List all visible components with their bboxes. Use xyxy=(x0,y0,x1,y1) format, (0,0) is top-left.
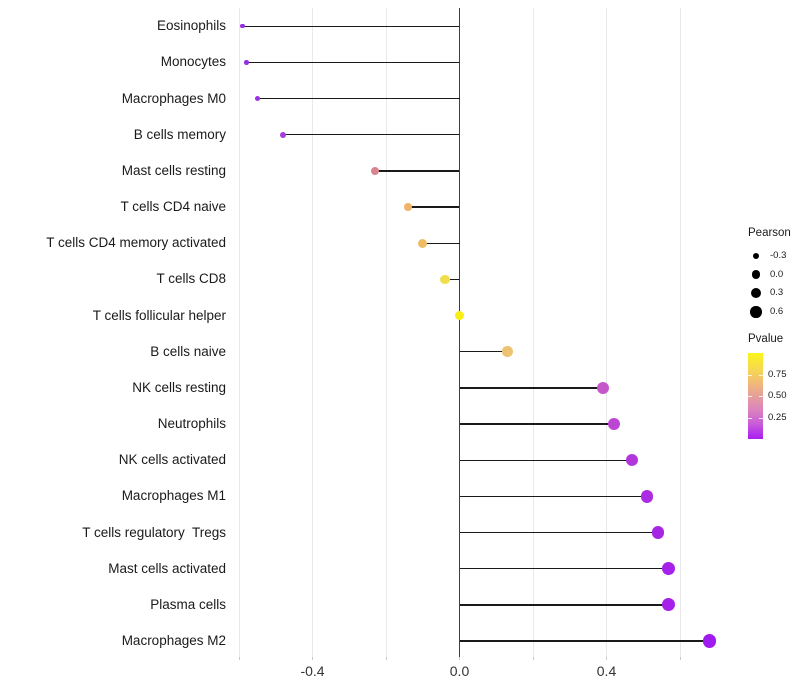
x-tickmark xyxy=(238,657,240,660)
lollipop-dot xyxy=(651,526,665,539)
x-tickmark xyxy=(606,657,607,660)
x-tick-label: 0.4 xyxy=(596,663,617,679)
lollipop-stem xyxy=(374,170,460,172)
colorbar-tickmark xyxy=(748,396,752,397)
legend-size-label: 0.0 xyxy=(770,268,784,280)
colorbar-tickmark xyxy=(759,396,763,397)
category-label: T cells follicular helper xyxy=(92,307,226,323)
lollipop-stem xyxy=(408,206,460,208)
legend-size-label: -0.3 xyxy=(770,250,787,261)
lollipop-stem xyxy=(459,604,669,606)
legend-size-dot xyxy=(750,306,762,318)
lollipop-dot xyxy=(662,562,676,576)
lollipop-stem xyxy=(459,351,508,353)
lollipop-stem xyxy=(459,568,669,570)
gridline-x xyxy=(238,8,240,657)
lollipop-stem xyxy=(242,25,460,27)
category-label: T cells CD4 memory activated xyxy=(46,235,226,251)
legend-size-dot xyxy=(750,288,762,299)
legend-title-pvalue: Pvalue xyxy=(748,333,784,345)
category-label: Plasma cells xyxy=(150,596,226,612)
lollipop-dot xyxy=(662,598,676,612)
lollipop-stem xyxy=(257,97,460,100)
category-label: Macrophages M0 xyxy=(121,90,226,106)
colorbar-tickmark xyxy=(759,374,763,376)
lollipop-stem xyxy=(422,242,460,244)
colorbar-tick-label: 0.25 xyxy=(768,411,787,423)
lollipop-stem xyxy=(459,387,603,389)
lollipop-dot xyxy=(370,166,380,175)
colorbar-tick-label: 0.50 xyxy=(768,390,787,401)
lollipop-dot xyxy=(280,131,287,138)
lollipop-dot xyxy=(607,417,620,431)
lollipop-stem xyxy=(283,134,460,136)
category-label: Mast cells activated xyxy=(108,560,226,576)
lollipop-dot xyxy=(501,346,513,358)
category-label: T cells CD8 xyxy=(156,271,226,287)
lollipop-dot xyxy=(418,238,428,248)
gridline-x xyxy=(312,8,313,657)
lollipop-stem xyxy=(246,61,460,64)
legend-size-dot xyxy=(751,270,761,279)
zero-baseline xyxy=(459,8,460,657)
gridline-x xyxy=(679,8,681,657)
lollipop-stem xyxy=(459,495,647,498)
category-label: Mast cells resting xyxy=(121,162,226,178)
lollipop-stem xyxy=(444,278,460,281)
colorbar-tick-label: 0.75 xyxy=(768,368,787,380)
lollipop-dot xyxy=(254,95,260,102)
x-tickmark xyxy=(532,657,534,660)
lollipop-dot xyxy=(440,274,450,285)
colorbar-tickmark xyxy=(748,417,752,419)
legend-size-label: 0.6 xyxy=(770,306,784,318)
lollipop-stem xyxy=(459,531,658,534)
lollipop-dot xyxy=(240,23,245,29)
lollipop-dot xyxy=(454,310,465,321)
colorbar-tickmark xyxy=(759,417,763,419)
category-label: Macrophages M2 xyxy=(121,633,226,649)
x-tick-label: 0.0 xyxy=(449,663,470,679)
category-label: B cells memory xyxy=(133,126,226,142)
legend-size-dot xyxy=(752,252,760,260)
category-label: Macrophages M1 xyxy=(121,488,226,504)
category-label: NK cells resting xyxy=(132,379,226,395)
gridline-x xyxy=(606,8,607,657)
gridline-x xyxy=(385,8,387,657)
gridline-x xyxy=(532,8,534,657)
category-label: T cells CD4 naive xyxy=(120,199,226,215)
category-label: NK cells activated xyxy=(118,452,226,468)
lollipop-dot xyxy=(403,202,413,212)
lollipop-dot xyxy=(625,454,639,467)
lollipop-stem xyxy=(459,423,614,425)
category-label: Monocytes xyxy=(160,54,226,70)
legend-title-pearson: Pearson xyxy=(748,227,791,239)
x-tickmark xyxy=(385,657,387,660)
category-label: Eosinophils xyxy=(156,18,226,34)
lollipop-dot xyxy=(596,381,609,394)
x-tickmark xyxy=(312,657,313,660)
lollipop-dot xyxy=(702,634,717,648)
category-label: T cells regulatory Tregs xyxy=(82,524,226,540)
category-label: B cells naive xyxy=(150,343,226,359)
lollipop-dot xyxy=(243,60,249,65)
lollipop-stem xyxy=(459,459,633,461)
lollipop-dot xyxy=(640,490,654,503)
category-label: Neutrophils xyxy=(157,416,226,432)
colorbar-tickmark xyxy=(748,374,752,376)
lollipop-stem xyxy=(459,640,710,642)
legend-size-label: 0.3 xyxy=(770,287,784,299)
x-tickmark xyxy=(459,657,460,660)
x-tickmark xyxy=(679,657,681,660)
x-tick-label: -0.4 xyxy=(300,663,325,679)
